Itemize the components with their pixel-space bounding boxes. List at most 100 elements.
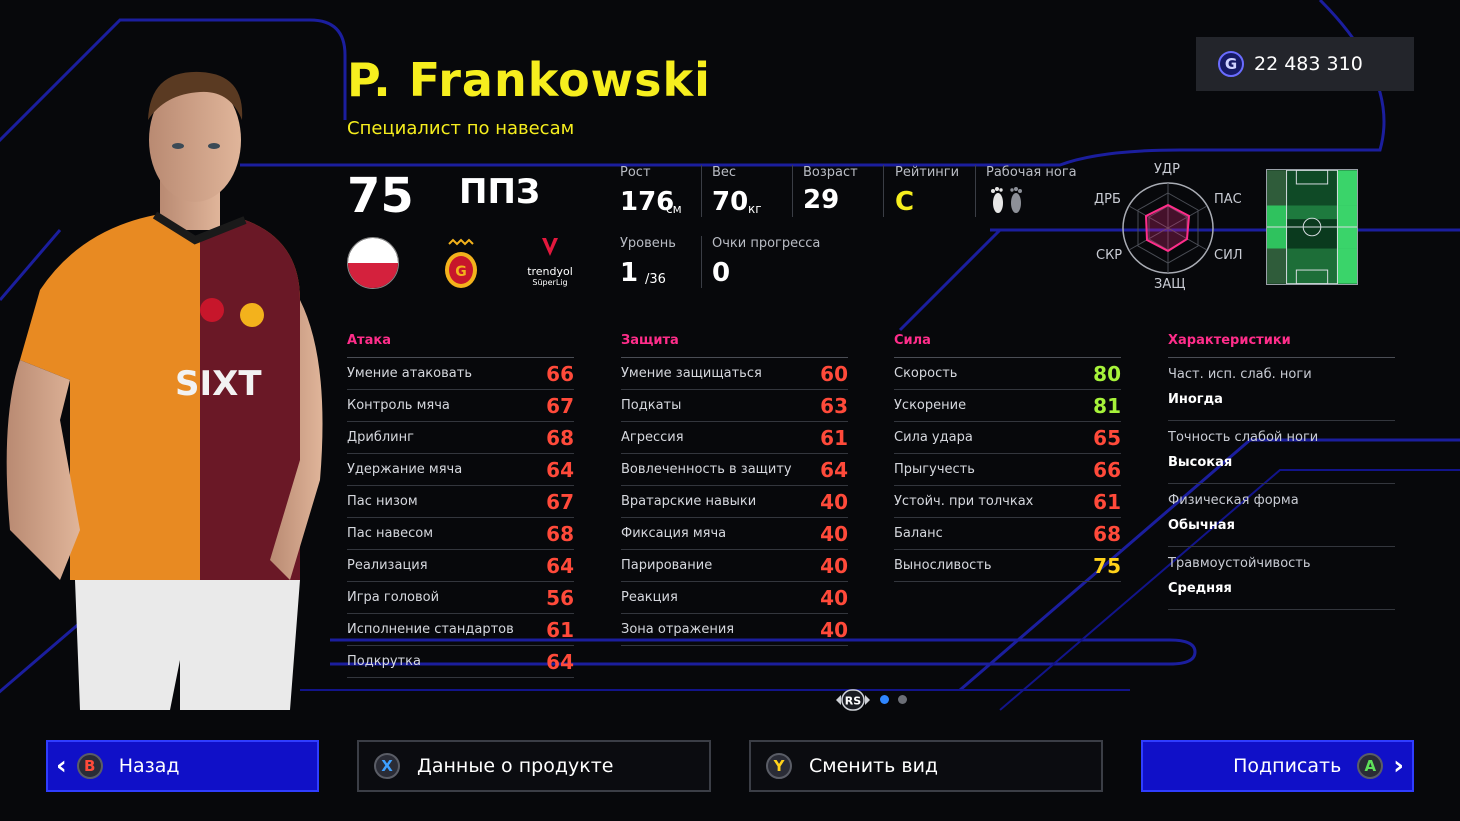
stat-name: Исполнение стандартов	[347, 622, 514, 637]
stat-value: 66	[546, 361, 574, 386]
league-name: trendyol	[527, 265, 573, 278]
right-stick-icon[interactable]: RS	[834, 688, 872, 712]
defense-stats: Защита Умение защищаться 60 Подкаты 63 Агрес…	[621, 330, 848, 646]
divider	[701, 165, 702, 217]
stat-name: Игра головой	[347, 590, 440, 605]
stat-name: Контроль мяча	[347, 398, 450, 413]
stat-value: 64	[820, 457, 848, 482]
characteristic-value: Высокая	[1168, 455, 1233, 470]
radar-label-dribbling: ДРБ	[1094, 192, 1121, 207]
stat-value: 67	[546, 393, 574, 418]
player-playstyle: Специалист по навесам	[347, 118, 575, 139]
stat-value: 40	[820, 585, 848, 610]
stat-row: Баланс 68	[894, 518, 1121, 550]
stat-name: Устойч. при толчках	[894, 494, 1034, 509]
svg-text:SIXT: SIXT	[175, 364, 262, 404]
radar-label-physical: СИЛ	[1214, 248, 1243, 263]
age-label: Возраст	[803, 165, 858, 180]
stat-value: 61	[1093, 489, 1121, 514]
sign-label: Подписать	[1233, 755, 1342, 777]
level-label: Уровень	[620, 236, 676, 251]
stat-value: 68	[546, 521, 574, 546]
x-key-icon: X	[374, 753, 400, 779]
ratings-value: C	[895, 187, 915, 217]
characteristic-item: Травмоустойчивость Средняя	[1168, 547, 1395, 610]
characteristic-item: Точность слабой ноги Высокая	[1168, 421, 1395, 484]
ability-radar: УДР ПАС СИЛ ЗАЩ СКР ДРБ	[1090, 160, 1250, 295]
radar-label-pace: СКР	[1096, 248, 1123, 263]
stat-value: 40	[820, 521, 848, 546]
back-button[interactable]: ‹ B Назад	[46, 740, 319, 792]
stat-value: 40	[820, 553, 848, 578]
coin-value: 22 483 310	[1254, 53, 1363, 75]
stat-value: 64	[546, 457, 574, 482]
stat-name: Скорость	[894, 366, 958, 381]
defense-title: Защита	[621, 330, 848, 358]
poland-flag-icon	[347, 237, 399, 289]
radar-label-shooting: УДР	[1154, 162, 1180, 177]
chevron-right-icon: ›	[1393, 751, 1404, 781]
stat-value: 80	[1093, 361, 1121, 386]
stat-row: Дриблинг 68	[347, 422, 574, 454]
stat-row: Устойч. при толчках 61	[894, 486, 1121, 518]
characteristics-title: Характеристики	[1168, 330, 1395, 358]
stat-name: Зона отражения	[621, 622, 735, 637]
stat-value: 56	[546, 585, 574, 610]
page-dot-active[interactable]	[880, 695, 889, 704]
weight-unit: кг	[748, 202, 762, 216]
stat-value: 60	[820, 361, 848, 386]
player-name: P. Frankowski	[347, 53, 711, 107]
stat-name: Парирование	[621, 558, 713, 573]
stat-name: Фиксация мяча	[621, 526, 727, 541]
stat-name: Дриблинг	[347, 430, 414, 445]
stat-row: Ускорение 81	[894, 390, 1121, 422]
stat-value: 68	[1093, 521, 1121, 546]
position-map	[1266, 169, 1358, 285]
a-key-icon: A	[1357, 753, 1384, 779]
product-info-label: Данные о продукте	[417, 755, 614, 777]
stat-row: Игра головой 56	[347, 582, 574, 614]
sign-button[interactable]: Подписать A ›	[1141, 740, 1414, 792]
radar-label-passing: ПАС	[1214, 192, 1242, 207]
feet-icon	[991, 187, 1022, 213]
stat-name: Прыгучесть	[894, 462, 975, 477]
change-view-button[interactable]: Y Сменить вид	[749, 740, 1103, 792]
stat-value: 75	[1093, 553, 1121, 578]
characteristic-label: Точность слабой ноги	[1168, 430, 1319, 445]
stat-row: Парирование 40	[621, 550, 848, 582]
stat-name: Вратарские навыки	[621, 494, 757, 509]
stat-row: Подкрутка 64	[347, 646, 574, 678]
stat-name: Баланс	[894, 526, 943, 541]
page-dot[interactable]	[898, 695, 907, 704]
back-label: Назад	[118, 755, 180, 777]
league-subname: SüperLig	[532, 278, 568, 287]
stat-row: Прыгучесть 66	[894, 454, 1121, 486]
product-info-button[interactable]: X Данные о продукте	[357, 740, 711, 792]
stat-row: Фиксация мяча 40	[621, 518, 848, 550]
stat-name: Ускорение	[894, 398, 967, 413]
stat-value: 65	[1093, 425, 1121, 450]
stat-name: Пас низом	[347, 494, 418, 509]
stat-row: Подкаты 63	[621, 390, 848, 422]
player-position: ППЗ	[459, 172, 541, 212]
divider	[701, 236, 702, 288]
characteristic-value: Иногда	[1168, 392, 1223, 407]
stat-row: Вовлеченность в защиту 64	[621, 454, 848, 486]
ratings-label: Рейтинги	[895, 165, 960, 180]
height-label: Рост	[620, 165, 651, 180]
league-logo: trendyol SüperLig	[524, 236, 576, 290]
svg-text:G: G	[455, 264, 467, 280]
age-value: 29	[803, 185, 840, 215]
change-view-label: Сменить вид	[809, 755, 939, 777]
physical-title: Сила	[894, 330, 1121, 358]
height-value: 176	[620, 187, 675, 217]
stat-name: Реакция	[621, 590, 678, 605]
foot-label: Рабочая нога	[986, 165, 1077, 180]
b-key-icon: B	[76, 753, 103, 779]
overall-rating: 75	[347, 168, 414, 224]
stat-row: Пас навесом 68	[347, 518, 574, 550]
stat-value: 81	[1093, 393, 1121, 418]
stat-name: Умение защищаться	[621, 366, 762, 381]
stat-row: Исполнение стандартов 61	[347, 614, 574, 646]
stat-value: 40	[820, 489, 848, 514]
